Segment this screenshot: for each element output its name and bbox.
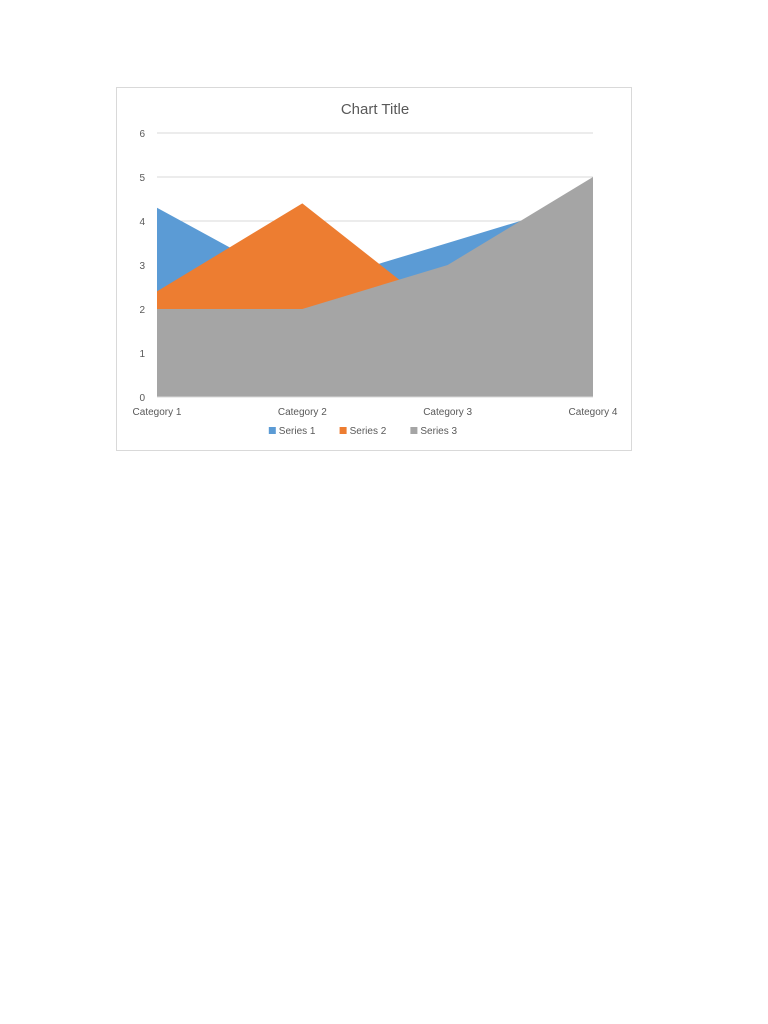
- area-series-3: [157, 177, 593, 397]
- chart-title: Chart Title: [341, 101, 409, 118]
- x-tick-label: Category 4: [569, 407, 618, 418]
- y-tick-label: 0: [139, 393, 145, 404]
- y-tick-label: 6: [139, 129, 145, 140]
- legend-label: Series 3: [420, 426, 457, 437]
- legend-label: Series 1: [279, 426, 316, 437]
- legend-swatch: [410, 427, 418, 434]
- y-tick-label: 4: [139, 217, 145, 228]
- legend-item-series-1: Series 1: [268, 426, 316, 437]
- area-series-layer: [157, 177, 593, 398]
- y-axis-tick-labels: 0 1 2 3 4 5 6: [139, 129, 145, 404]
- chart-frame: Chart Title 0 1 2 3 4 5 6 Category 1 Category 2…: [116, 87, 632, 451]
- x-axis-tick-labels: Category 1 Category 2 Category 3 Category 4: [133, 407, 618, 418]
- legend-label: Series 2: [350, 426, 387, 437]
- legend-swatch: [268, 427, 276, 434]
- x-tick-label: Category 1: [133, 407, 182, 418]
- legend-item-series-3: Series 3: [410, 426, 458, 437]
- y-tick-label: 3: [139, 261, 145, 272]
- y-tick-label: 2: [139, 305, 145, 316]
- y-tick-label: 5: [139, 173, 145, 184]
- legend-swatch: [339, 427, 347, 434]
- y-tick-label: 1: [139, 349, 145, 360]
- legend-item-series-2: Series 2: [339, 426, 387, 437]
- x-tick-label: Category 3: [423, 407, 472, 418]
- x-tick-label: Category 2: [278, 407, 327, 418]
- area-chart: Chart Title 0 1 2 3 4 5 6 Category 1 Category 2…: [133, 101, 618, 437]
- legend: Series 1 Series 2 Series 3: [268, 426, 458, 437]
